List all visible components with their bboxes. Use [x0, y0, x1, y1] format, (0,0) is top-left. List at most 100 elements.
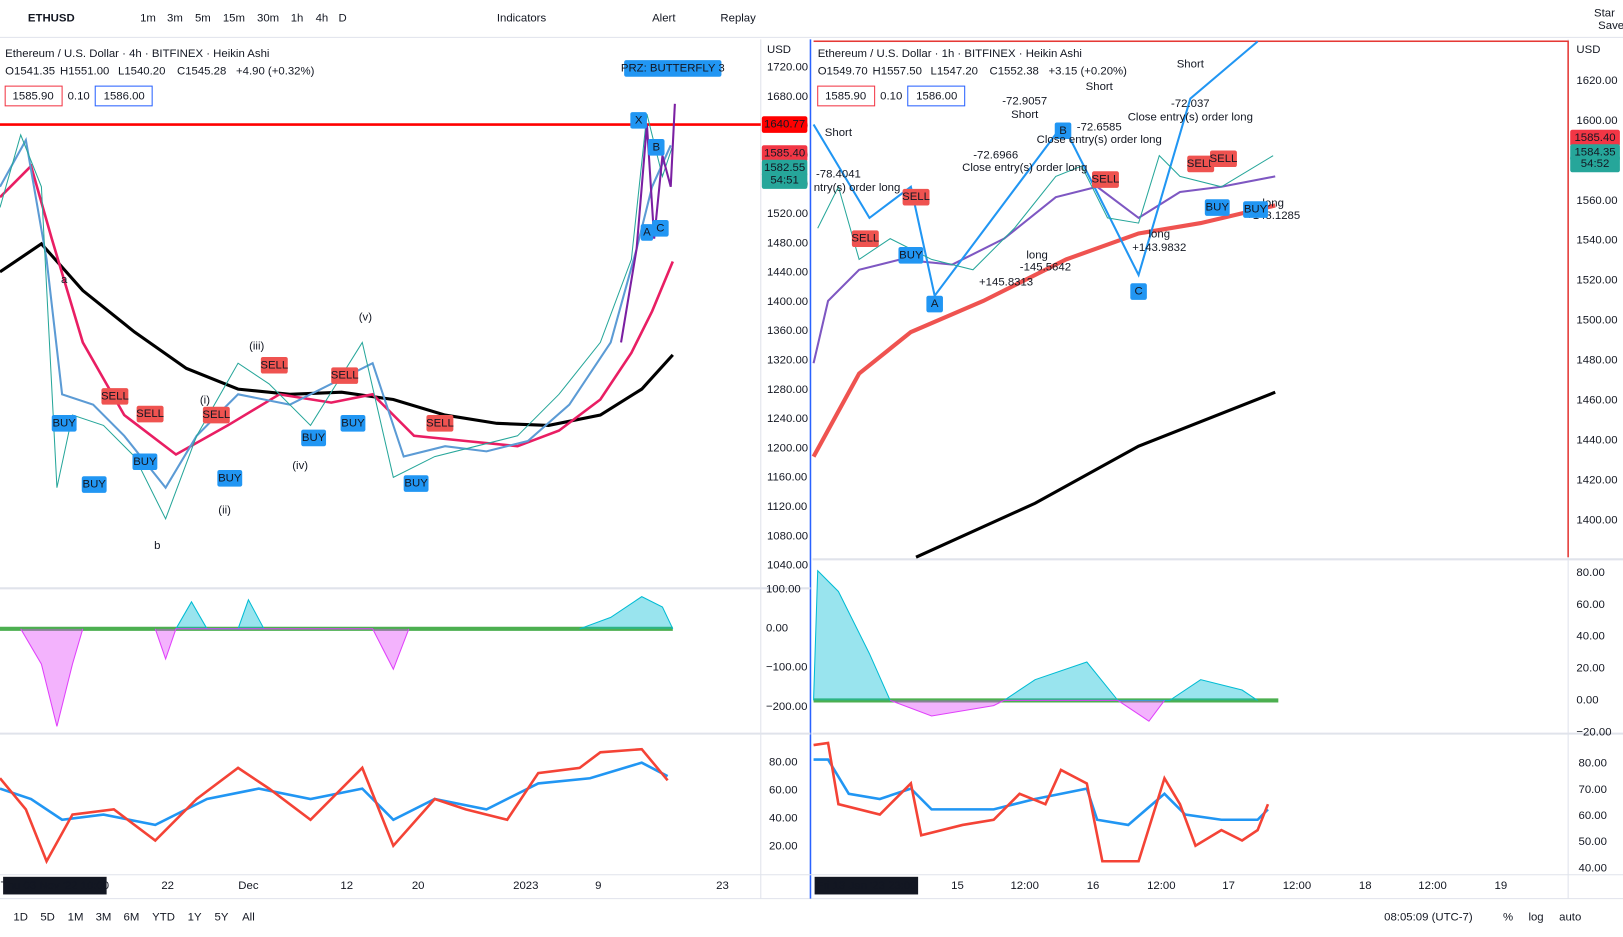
- price-label: 1400.00: [767, 296, 808, 308]
- wave-label: (i): [200, 395, 210, 407]
- alert-button[interactable]: Alert: [652, 13, 676, 25]
- rsi-label: 80.00: [769, 757, 797, 769]
- range-button[interactable]: All: [242, 911, 255, 923]
- interval[interactable]: D: [338, 13, 346, 25]
- chart-annotation-bg: [898, 246, 924, 264]
- strategy-label: Short: [1086, 81, 1114, 93]
- price-label: 1560.00: [1576, 195, 1617, 207]
- price-label: 1240.00: [767, 413, 808, 425]
- strategy-label: long: [1149, 229, 1171, 241]
- chart-annotation: BUY: [82, 479, 106, 491]
- moving-average: [915, 390, 1276, 559]
- rsi-label: 40.00: [1578, 862, 1606, 874]
- chart-annotation-bg: [1210, 150, 1237, 168]
- percent-toggle[interactable]: %: [1503, 911, 1513, 923]
- range-button[interactable]: 5Y: [215, 911, 229, 923]
- currency: USD: [1576, 44, 1600, 56]
- time-label: 12:00: [1418, 880, 1446, 892]
- bid: 1585.90: [13, 91, 54, 103]
- chart-annotation: SELL: [1092, 174, 1120, 186]
- save-label[interactable]: Save: [1598, 20, 1623, 32]
- interval[interactable]: 3m: [167, 13, 183, 25]
- osc-histogram: [20, 628, 84, 727]
- star-label[interactable]: Star: [1594, 7, 1615, 19]
- rsi-label: 80.00: [1578, 758, 1606, 770]
- range-button[interactable]: 1Y: [188, 911, 202, 923]
- chart-annotation: SELL: [202, 409, 230, 421]
- interval[interactable]: 5m: [195, 13, 211, 25]
- strategy-label: -78.4041: [816, 168, 861, 180]
- chart-annotation: A: [643, 226, 651, 238]
- osc-label: 20.00: [1576, 663, 1604, 675]
- price-label: 1040.00: [767, 560, 808, 572]
- log-toggle[interactable]: log: [1528, 911, 1543, 923]
- bid-box: [4, 85, 63, 107]
- candles: [0, 114, 674, 521]
- strategy-label: -72.6585: [1077, 122, 1122, 134]
- chart-annotation-bg: [630, 112, 647, 129]
- range-button[interactable]: 1M: [68, 911, 84, 923]
- chart-annotation-bg: [1243, 201, 1268, 218]
- chart-annotation: C: [1134, 286, 1142, 298]
- rsi-label: 70.00: [1578, 784, 1606, 796]
- price-label: 1620.00: [1576, 75, 1617, 87]
- rsi-line: [813, 741, 1270, 863]
- chart-annotation-bg: [51, 415, 77, 432]
- chart-annotation-bg: [202, 406, 230, 424]
- strategy-label: -72.9057: [1002, 96, 1047, 108]
- interval[interactable]: 1h: [291, 13, 304, 25]
- chart-annotation: SELL: [136, 408, 164, 420]
- chart-annotation: BUY: [133, 456, 157, 468]
- osc-label: 0.00: [766, 623, 788, 635]
- price-label: 1460.00: [1576, 395, 1617, 407]
- symbol[interactable]: ETHUSD: [28, 13, 75, 25]
- ohlc-value: H1551.00: [60, 66, 109, 78]
- price-label: 1480.00: [1576, 355, 1617, 367]
- interval[interactable]: 4h: [316, 13, 329, 25]
- chart-annotation-bg: [217, 470, 243, 487]
- interval[interactable]: 1m: [140, 13, 156, 25]
- osc-label: 40.00: [1576, 631, 1604, 643]
- time-label: 15: [951, 880, 964, 892]
- interval[interactable]: 15m: [223, 13, 245, 25]
- replay-button[interactable]: Replay: [720, 13, 756, 25]
- ask-box: [907, 85, 966, 107]
- wave-label: (ii): [218, 505, 231, 517]
- price-badge-bg: [1570, 129, 1620, 147]
- time-cursor: Thu 03 Nov '22 10:00: [1, 880, 109, 892]
- range-button[interactable]: 5D: [40, 911, 55, 923]
- indicators-button[interactable]: Indicators: [497, 13, 547, 25]
- chart-annotation-bg: [1054, 122, 1072, 140]
- range-button[interactable]: 3M: [96, 911, 112, 923]
- ask-box: [94, 85, 153, 107]
- chart-annotation-bg: [101, 388, 129, 405]
- osc-label: −100.00: [766, 662, 807, 674]
- price-label: 1280.00: [767, 384, 808, 396]
- red-frame: [813, 40, 1569, 43]
- chart-annotation: BUY: [404, 478, 428, 490]
- auto-toggle[interactable]: auto: [1559, 911, 1581, 923]
- strategy-label: Close entry(s) order long: [962, 162, 1087, 174]
- price-label: 1360.00: [767, 325, 808, 337]
- ohlc-value: +4.90 (+0.32%): [236, 66, 315, 78]
- price-badge: 1585.40: [764, 148, 805, 160]
- time-label: 16: [1087, 880, 1100, 892]
- interval[interactable]: 30m: [257, 13, 279, 25]
- ohlc-value: L1540.20: [118, 66, 165, 78]
- moving-average: [811, 203, 1276, 458]
- chart-annotation: X: [635, 114, 643, 126]
- moving-average: [812, 175, 1276, 364]
- chart-annotation: SELL: [426, 417, 454, 429]
- price-label: 1200.00: [767, 442, 808, 454]
- range-button[interactable]: 1D: [13, 911, 28, 923]
- range-button[interactable]: 6M: [124, 911, 140, 923]
- osc-histogram: [154, 628, 410, 671]
- range-button[interactable]: YTD: [152, 911, 175, 923]
- chart-annotation-bg: [301, 429, 327, 447]
- time-label: 12:00: [1010, 880, 1038, 892]
- wave-label: a: [61, 274, 68, 286]
- chart-annotation: BUY: [218, 472, 242, 484]
- time-label: 9: [595, 880, 601, 892]
- spread: 0.10: [880, 91, 902, 103]
